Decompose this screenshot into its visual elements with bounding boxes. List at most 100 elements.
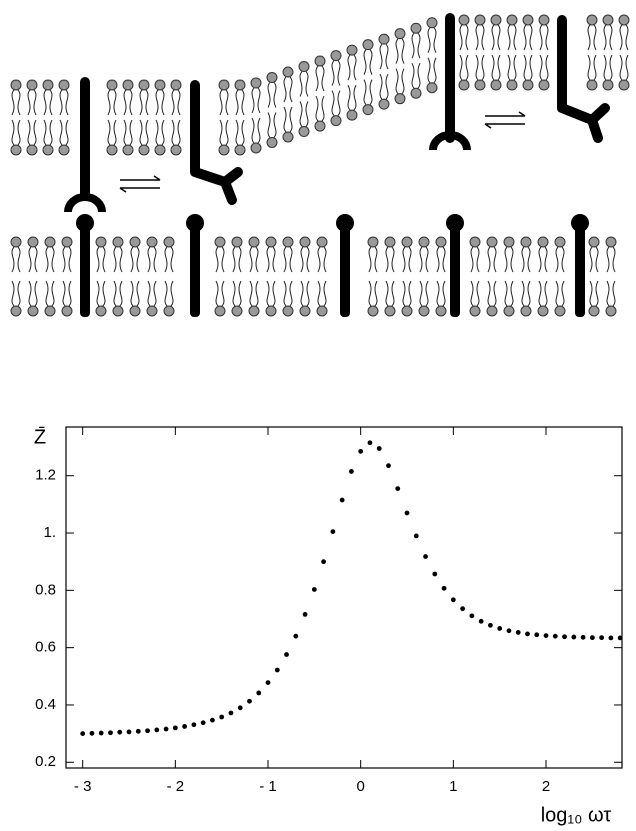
lipid-tail <box>368 246 372 273</box>
lipid-tail <box>164 280 168 307</box>
lipid-head <box>26 79 38 91</box>
data-point <box>293 633 299 639</box>
data-point <box>182 724 188 729</box>
lipid-head <box>469 305 481 317</box>
lipid-head <box>602 14 614 26</box>
lipid-tail <box>34 280 38 307</box>
lipid-head <box>490 79 502 91</box>
lipid-tail <box>544 280 548 307</box>
lipid-head <box>520 236 532 248</box>
lipid-tail <box>609 54 613 81</box>
lipid-tail <box>107 119 111 146</box>
lipid-tail <box>491 54 495 81</box>
lipid-head <box>298 126 310 138</box>
lipid-tail <box>273 112 277 138</box>
lipid-tail <box>130 246 134 273</box>
lipid-tail <box>374 280 378 307</box>
data-point <box>237 705 243 711</box>
lipid-tail <box>170 246 174 273</box>
arrow <box>485 111 526 117</box>
lipid-head <box>146 305 158 317</box>
data-point <box>525 631 530 637</box>
lipid-tail <box>497 54 501 81</box>
lipid-tail <box>147 246 151 273</box>
lipid-head <box>299 236 311 248</box>
lipid-head <box>163 305 175 317</box>
lipid-head <box>95 236 107 248</box>
lipid-head <box>122 144 134 156</box>
lipid-tail <box>417 32 421 59</box>
lipid-tail <box>289 106 293 133</box>
lipid-head <box>129 305 141 317</box>
lipid-head <box>554 236 566 248</box>
protein <box>557 15 597 125</box>
lipid-head <box>316 236 328 248</box>
lipid-tail <box>538 280 542 307</box>
lipid-head <box>418 236 430 248</box>
lipid-tail <box>300 246 304 273</box>
lipid-tail <box>321 65 325 92</box>
lipid-head <box>248 305 260 317</box>
lipid-tail <box>433 57 437 84</box>
lipid-tail <box>315 95 319 122</box>
lipid-tail <box>113 119 117 146</box>
lipid-tail <box>43 89 47 116</box>
lipid-head <box>605 305 617 317</box>
lipid-head <box>537 236 549 248</box>
lipid-head <box>10 236 22 248</box>
lipid-tail <box>385 246 389 273</box>
data-point <box>274 667 280 673</box>
lipid-tail <box>232 246 236 273</box>
lipid-tail <box>171 89 175 116</box>
lipid-tail <box>470 280 474 307</box>
lipid-tail <box>363 79 367 105</box>
lipid-tail <box>521 280 525 307</box>
lipid-tail <box>391 280 395 307</box>
receptor <box>450 222 460 317</box>
lipid-tail <box>238 280 242 307</box>
lipid-tail <box>68 246 72 273</box>
data-point <box>302 612 308 617</box>
lipid-tail <box>273 82 277 108</box>
lipid-tail <box>589 246 593 273</box>
lipid-tail <box>129 89 133 116</box>
lipid-tail <box>323 280 327 307</box>
lipid-tail <box>27 89 31 116</box>
lipid-tail <box>475 24 479 51</box>
data-point <box>135 728 141 734</box>
data-point <box>450 597 456 603</box>
lipid-head <box>112 236 124 248</box>
receptor <box>190 222 200 317</box>
lipid-head <box>384 305 396 317</box>
data-point <box>330 529 336 534</box>
data-point <box>497 626 503 631</box>
lipid-tail <box>527 246 531 273</box>
lipid-tail <box>609 24 613 51</box>
receptor-knob <box>571 214 589 232</box>
lipid-tail <box>59 89 63 116</box>
data-point <box>367 440 373 446</box>
lipid-tail <box>123 89 127 116</box>
data-point <box>488 622 493 628</box>
data-point <box>172 725 178 731</box>
lipid-tail <box>51 246 55 273</box>
lipid-head <box>418 305 430 317</box>
lipid-tail <box>555 246 559 273</box>
lipid-tail <box>62 246 66 273</box>
lipid-head <box>605 236 617 248</box>
lipid-head <box>250 77 262 89</box>
lipid-tail <box>459 24 463 51</box>
lipid-tail <box>337 60 341 86</box>
lipid-head <box>218 144 230 156</box>
lipid-tail <box>113 89 117 116</box>
lipid-tail <box>476 246 480 273</box>
lipid-tail <box>507 54 511 81</box>
lipid-tail <box>587 54 591 81</box>
lipid-tail <box>267 82 271 108</box>
lipid-tail <box>510 280 514 307</box>
data-point <box>265 680 271 686</box>
lipid-head <box>138 79 150 91</box>
data-point <box>339 497 345 503</box>
lipid-tail <box>538 246 542 273</box>
data-point <box>311 587 317 592</box>
